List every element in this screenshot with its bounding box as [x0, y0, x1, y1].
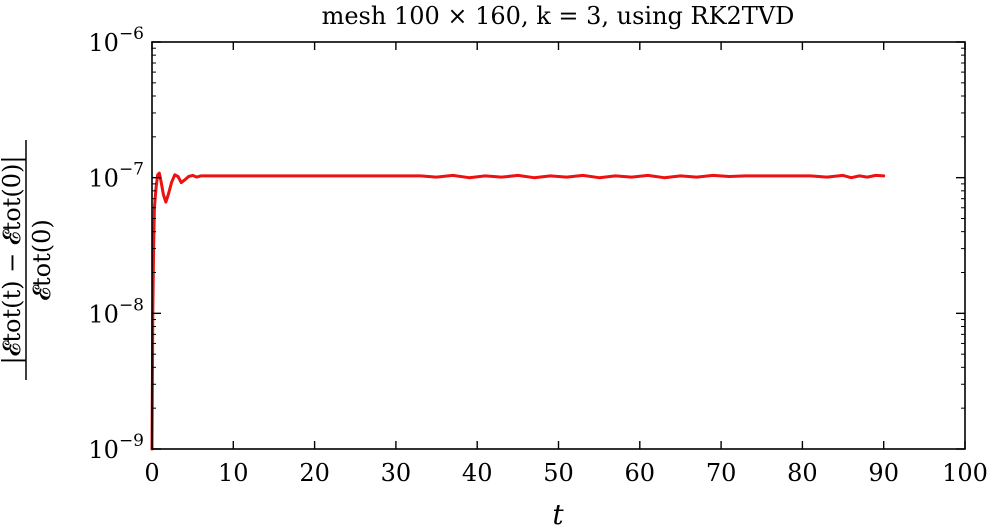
x-tick-label: 10: [218, 459, 249, 487]
x-tick-label: 50: [543, 459, 574, 487]
y-axis-label-numerator: |𝓔tot(t) − 𝓔tot(0)|: [0, 156, 27, 365]
series-line-0: [150, 171, 886, 451]
y-tick-label: 10−8: [88, 295, 144, 328]
chart-title: mesh 100 × 160, k = 3, using RK2TVD: [322, 2, 795, 30]
x-tick-label: 20: [299, 459, 330, 487]
x-tick-label: 0: [144, 459, 159, 487]
y-tick-label: 10−6: [88, 24, 144, 57]
x-tick-label: 40: [462, 459, 493, 487]
x-tick-label: 60: [625, 459, 656, 487]
plot-area: [150, 171, 886, 451]
plot-frame: [151, 41, 966, 450]
y-tick-label: 10−9: [88, 431, 144, 464]
y-tick-label: 10−7: [88, 160, 144, 193]
x-tick-label: 90: [868, 459, 899, 487]
y-axis: 10−9 10−8 10−7 10−6: [88, 24, 965, 464]
x-tick-label: 80: [787, 459, 818, 487]
x-tick-label: 70: [706, 459, 737, 487]
x-tick-label: 100: [942, 459, 988, 487]
x-axis-label: t: [552, 498, 564, 529]
y-axis-label: |𝓔tot(t) − 𝓔tot(0)| 𝓔tot(0): [0, 140, 56, 380]
x-axis: 0 10 20 30 40 50 60 70 80 90 100: [144, 42, 988, 487]
x-tick-label: 30: [381, 459, 412, 487]
y-axis-label-denominator: 𝓔tot(0): [28, 219, 56, 301]
